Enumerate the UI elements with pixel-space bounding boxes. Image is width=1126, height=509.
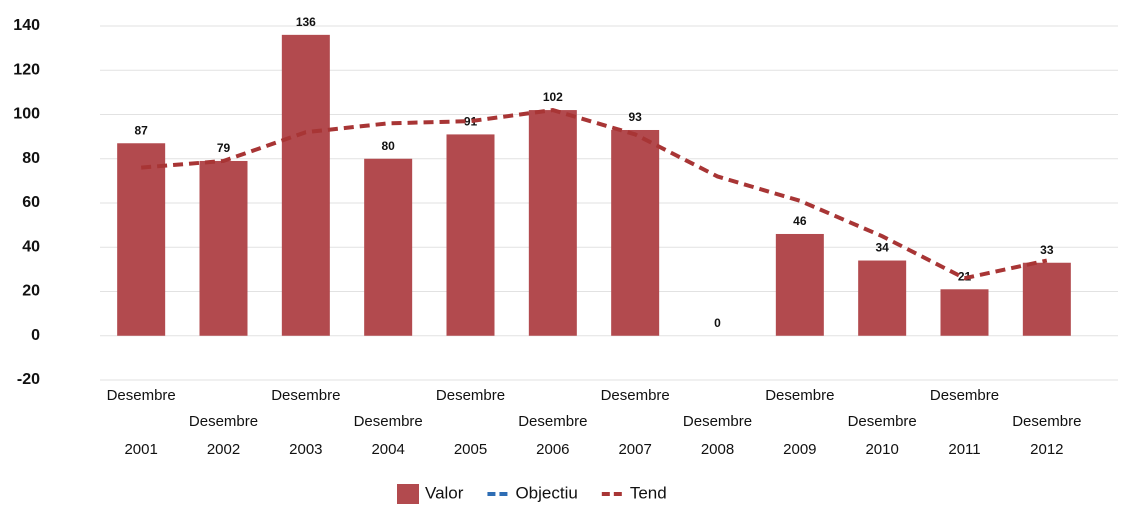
y-tick-label: 40 [22,238,40,255]
x-tick-label: Desembre [601,387,670,404]
x-tick-label: Desembre [107,387,176,404]
value-label: 80 [381,139,395,153]
value-label: 87 [134,123,148,137]
y-tick-label: 0 [31,327,40,344]
legend-label: Valor [425,483,464,502]
value-label: 91 [464,115,478,129]
x-tick-label: 2004 [371,441,404,458]
x-tick-label: Desembre [1012,413,1081,430]
value-label: 0 [714,316,721,330]
y-tick-label: 140 [13,17,40,34]
legend-label: Tend [630,483,667,502]
y-tick-label: 100 [13,106,40,123]
value-label: 33 [1040,243,1054,257]
y-tick-label: 120 [13,61,40,78]
bar [528,110,577,336]
value-label: 46 [793,214,807,228]
value-label: 102 [543,90,563,104]
x-tick-label: 2007 [618,441,651,458]
value-label: 136 [296,15,316,29]
x-tick-label: Desembre [354,413,423,430]
x-tick-label: 2011 [948,441,980,458]
x-tick-label: 2005 [454,441,487,458]
x-tick-label: 2010 [865,441,898,458]
bar [858,260,907,336]
x-tick-label: Desembre [930,387,999,404]
legend-swatch [397,484,419,504]
x-tick-label: Desembre [683,413,752,430]
bar [364,158,413,336]
x-tick-label: Desembre [271,387,340,404]
x-tick-label: 2003 [289,441,322,458]
bar [281,34,330,336]
value-label: 93 [628,110,642,124]
bar [199,160,248,336]
x-tick-label: Desembre [765,387,834,404]
y-tick-label: 20 [22,283,40,300]
value-label: 34 [875,241,889,255]
bar [775,233,824,336]
bar [446,134,495,336]
x-tick-label: 2008 [701,441,734,458]
trend-line [141,108,1048,281]
x-tick-label: 2009 [783,441,816,458]
bar [940,289,989,336]
x-tick-label: Desembre [189,413,258,430]
x-tick-label: 2012 [1030,441,1063,458]
x-tick-label: 2001 [124,441,157,458]
bar [117,143,166,336]
x-tick-label: Desembre [848,413,917,430]
legend-label: Objectiu [515,483,577,502]
bar [1022,262,1071,336]
bar [611,129,660,336]
x-tick-label: 2002 [207,441,240,458]
x-tick-label: Desembre [518,413,587,430]
y-tick-label: 60 [22,194,40,211]
x-tick-label: Desembre [436,387,505,404]
value-label: 79 [217,141,231,155]
y-tick-label: -20 [17,371,40,388]
y-tick-label: 80 [22,150,40,167]
x-tick-label: 2006 [536,441,569,458]
